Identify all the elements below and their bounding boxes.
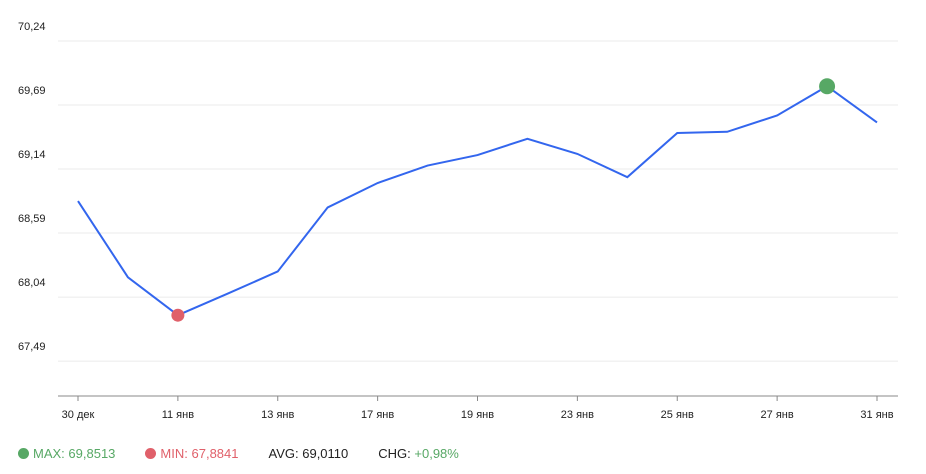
stat-value: 69,8513 [68, 446, 116, 461]
min-dot [145, 448, 157, 459]
x-tick-label: 23 янв [561, 409, 594, 421]
stat-label: AVG: [268, 446, 299, 461]
y-tick-label: 69,69 [18, 85, 46, 97]
stat-value: 69,0110 [302, 446, 349, 461]
line [77, 85, 878, 317]
stat-min: MIN: 67,8841 [145, 446, 239, 461]
stat-max: MAX: 69,8513 [18, 446, 115, 461]
stat-chg: CHG: +0,98% [378, 446, 459, 461]
chart: 67,49 68,04 68,59 69,14 69,69 70,24 30 дек 11 я… [18, 21, 898, 421]
x-tick-label: 11 янв [162, 409, 195, 421]
stat-value: +0,98% [414, 446, 459, 461]
y-tick-label: 68,59 [18, 213, 46, 225]
x-tick-label: 31 янв [860, 409, 893, 421]
stat-value: 67,8841 [191, 446, 239, 461]
x-tick-label: 17 янв [361, 409, 394, 421]
x-tick-label: 27 янв [761, 409, 794, 421]
y-tick-label: 69,14 [18, 149, 46, 161]
y-tick-label: 70,24 [18, 21, 46, 33]
x-tick-label: 30 дек [62, 409, 95, 421]
max-dot [18, 448, 29, 459]
x-tick-label: 19 янв [461, 409, 494, 421]
stat-avg: AVG: 69,0110 [269, 446, 349, 461]
stat-label: MAX: [33, 446, 65, 461]
min-marker [171, 308, 185, 322]
stats: MAX: 69,8513 MIN: 67,8841 AVG: 69,0110 C… [18, 446, 459, 461]
stat-label: MIN: [160, 446, 188, 461]
max-marker [819, 78, 836, 95]
y-tick-label: 67,49 [18, 341, 46, 353]
x-tick-label: 13 янв [261, 409, 294, 421]
x-tick-label: 25 янв [661, 409, 694, 421]
stat-label: CHG: [378, 446, 411, 461]
y-tick-label: 68,04 [18, 277, 46, 289]
